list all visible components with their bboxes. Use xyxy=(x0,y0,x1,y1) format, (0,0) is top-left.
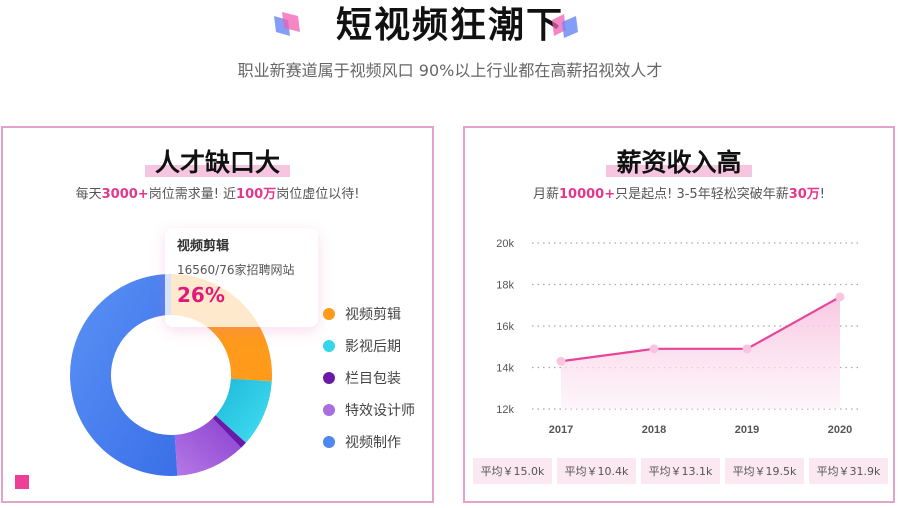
legend-dot-icon xyxy=(323,372,335,384)
average-salary-badge: 平均￥31.9k xyxy=(809,458,888,484)
legend-item[interactable]: 特效设计师 xyxy=(323,394,415,426)
svg-text:14k: 14k xyxy=(496,363,514,375)
tooltip-detail: 16560/76家招聘网站 xyxy=(177,263,295,277)
legend-item[interactable]: 影视后期 xyxy=(323,330,415,362)
pink-square-marker xyxy=(15,475,29,489)
donut-slice[interactable] xyxy=(212,415,246,448)
legend-dot-icon xyxy=(323,308,335,320)
page-subtitle: 职业新赛道属于视频风口 90%以上行业都在高薪招视效人才 xyxy=(237,61,663,80)
page-title: 短视频狂潮下 xyxy=(335,5,564,46)
tooltip-percent: 26% xyxy=(177,283,225,307)
average-salary-badge: 平均￥10.4k xyxy=(557,458,636,484)
chart-tooltip: 视频剪辑 16560/76家招聘网站 26% xyxy=(165,228,318,327)
average-salary-badge: 平均￥13.1k xyxy=(641,458,720,484)
panel-title: 人才缺口大 xyxy=(144,146,290,180)
donut-slice[interactable] xyxy=(69,274,178,476)
svg-text:16k: 16k xyxy=(496,321,514,333)
legend-item[interactable]: 视频剪辑 xyxy=(323,298,415,330)
svg-text:12k: 12k xyxy=(496,404,514,416)
svg-text:20k: 20k xyxy=(496,238,514,250)
panel-subtitle: 月薪10000+只是起点! 3-5年轻松突破年薪30万! xyxy=(532,187,826,202)
svg-text:2020: 2020 xyxy=(828,424,852,436)
decor-right-icon xyxy=(548,10,584,40)
svg-text:2019: 2019 xyxy=(735,424,759,436)
panel-title: 薪资收入高 xyxy=(606,146,752,180)
panel-subtitle: 每天3000+岗位需求量! 近100万岗位虚位以待! xyxy=(75,187,360,202)
average-salary-badge: 平均￥19.5k xyxy=(725,458,804,484)
data-point[interactable] xyxy=(556,356,566,366)
average-salary-badge: 平均￥15.0k xyxy=(473,458,552,484)
legend-dot-icon xyxy=(323,436,335,448)
average-salary-row: 平均￥15.0k 平均￥10.4k 平均￥13.1k 平均￥19.5k 平均￥3… xyxy=(473,458,888,484)
data-point[interactable] xyxy=(835,292,845,302)
tooltip-title: 视频剪辑 xyxy=(177,239,230,254)
svg-text:2018: 2018 xyxy=(642,424,666,436)
donut-slice[interactable] xyxy=(174,418,242,476)
legend-dot-icon xyxy=(323,404,335,416)
decor-left-icon xyxy=(270,10,306,40)
donut-legend: 视频剪辑 影视后期 栏目包装 特效设计师 视频制作 xyxy=(323,298,415,458)
legend-item[interactable]: 栏目包装 xyxy=(323,362,415,394)
svg-text:18k: 18k xyxy=(496,280,514,292)
salary-line-chart: 12k 14k 16k 18k 20k 2017 2018 2019 2020 xyxy=(496,238,860,436)
donut-slice[interactable] xyxy=(215,378,272,443)
legend-item[interactable]: 视频制作 xyxy=(323,426,415,458)
svg-text:2017: 2017 xyxy=(549,424,573,436)
data-point[interactable] xyxy=(649,344,659,354)
legend-dot-icon xyxy=(323,340,335,352)
data-point[interactable] xyxy=(742,344,752,354)
